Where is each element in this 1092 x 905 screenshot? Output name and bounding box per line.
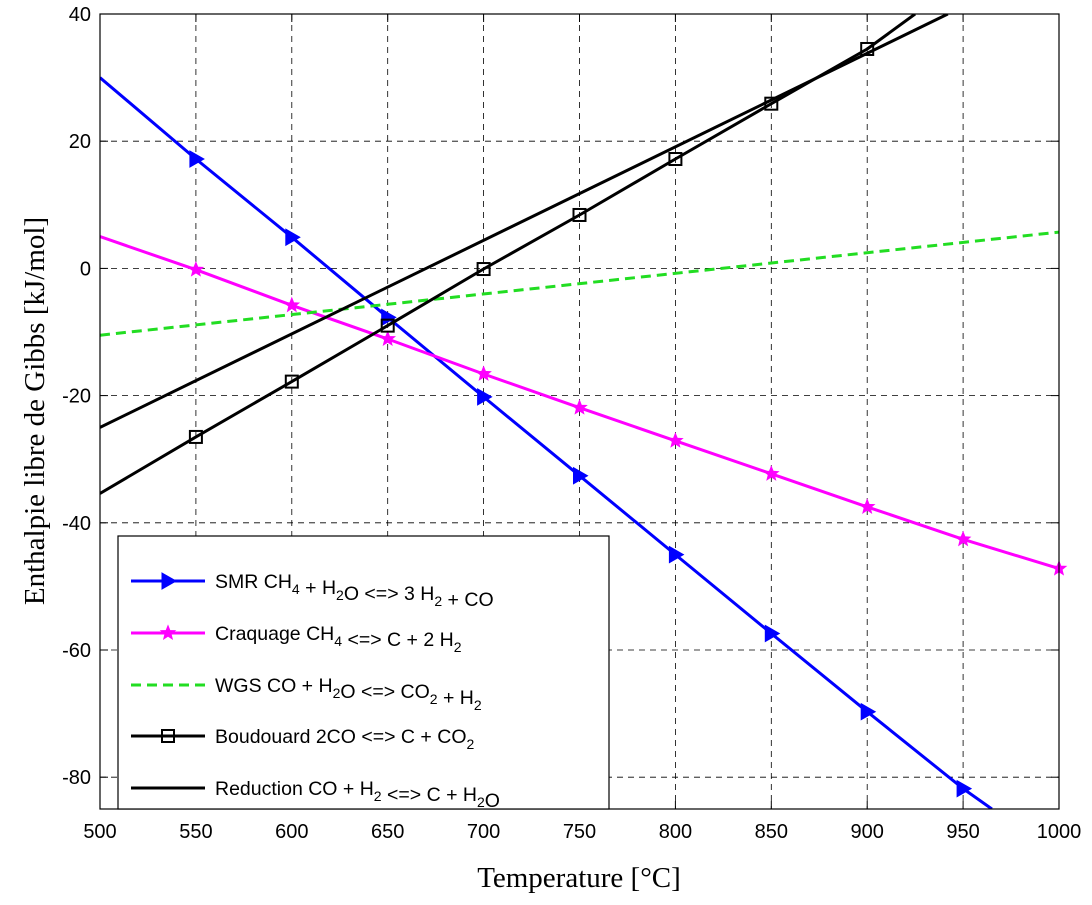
data-point-craquage — [379, 330, 397, 347]
marker-layer — [187, 41, 1068, 798]
legend-label-wgs: WGS CO + H2O <=> CO2 + H2 — [215, 675, 482, 713]
x-axis-label: Temperature [°C] — [477, 862, 681, 894]
series-line-reduction — [100, 14, 949, 429]
data-point-smr — [189, 150, 205, 168]
y-tick-label: 20 — [69, 131, 91, 153]
y-tick-label: 40 — [69, 4, 91, 26]
legend-label-smr: SMR CH4 + H2O <=> 3 H2 + CO — [215, 571, 494, 611]
series-line-wgs — [100, 230, 1059, 337]
data-point-smr — [285, 228, 301, 247]
data-point-boudouard — [284, 374, 299, 389]
data-point-smr — [860, 702, 877, 721]
legend-item-boudouard: Boudouard 2CO <=> C + CO2 — [131, 726, 474, 752]
y-tick-label: -20 — [62, 386, 91, 408]
data-point-craquage — [954, 530, 972, 547]
data-point-smr — [956, 779, 973, 798]
y-axis-label: Enthalpie libre de Gibbs [kJ/mol] — [19, 217, 51, 605]
data-point-craquage — [475, 365, 492, 381]
legend-marker-craquage — [159, 624, 177, 641]
data-point-smr — [764, 624, 781, 643]
legend-marker-boudouard — [161, 729, 175, 743]
legend: SMR CH4 + H2O <=> 3 H2 + CO Craquage CH4 … — [117, 535, 610, 812]
x-tick-label: 850 — [755, 821, 788, 843]
x-tick-label: 750 — [563, 821, 596, 843]
data-point-craquage — [667, 432, 684, 448]
legend-item-craquage: Craquage CH4 <=> C + 2 H2 — [131, 623, 462, 655]
data-point-smr — [477, 388, 493, 406]
legend-item-reduction: Reduction CO + H2 <=> C + H2O — [131, 778, 500, 812]
data-point-craquage — [187, 261, 205, 277]
x-tick-label: 600 — [275, 821, 308, 843]
y-tick-label: -60 — [62, 640, 91, 662]
data-point-craquage — [571, 399, 588, 415]
data-point-boudouard — [764, 96, 779, 111]
data-point-craquage — [763, 465, 780, 481]
data-point-boudouard — [188, 429, 203, 444]
legend-label-craquage: Craquage CH4 <=> C + 2 H2 — [215, 623, 462, 655]
data-point-boudouard — [380, 318, 395, 333]
x-tick-label: 700 — [467, 821, 500, 843]
data-point-boudouard — [860, 41, 875, 56]
data-point-craquage — [858, 498, 876, 514]
y-tick-label: -40 — [62, 513, 91, 535]
y-tick-label: -80 — [62, 767, 91, 789]
x-tick-label: 650 — [371, 821, 404, 843]
data-point-boudouard — [668, 152, 683, 167]
data-point-smr — [668, 545, 685, 564]
legend-box — [117, 535, 610, 810]
legend-item-smr: SMR CH4 + H2O <=> 3 H2 + CO — [131, 571, 494, 611]
tick-layer: 500 550 600 650 700 750 800 850 900 950 1000 -80 -60… — [62, 4, 1081, 843]
legend-item-wgs: WGS CO + H2O <=> CO2 + H2 — [131, 675, 482, 713]
x-tick-label: 950 — [946, 821, 979, 843]
y-tick-label: 0 — [80, 258, 91, 280]
x-tick-label: 550 — [179, 821, 212, 843]
x-tick-label: 500 — [83, 821, 116, 843]
data-point-boudouard — [476, 262, 491, 277]
data-point-boudouard — [572, 207, 587, 222]
data-point-smr — [573, 466, 589, 485]
x-tick-label: 1000 — [1037, 821, 1082, 843]
legend-label-boudouard: Boudouard 2CO <=> C + CO2 — [215, 726, 474, 752]
legend-marker-smr — [161, 572, 178, 590]
data-point-smr — [381, 308, 397, 327]
x-tick-label: 800 — [659, 821, 692, 843]
x-tick-label: 900 — [851, 821, 884, 843]
data-point-craquage — [283, 296, 301, 313]
legend-label-reduction: Reduction CO + H2 <=> C + H2O — [215, 778, 500, 812]
